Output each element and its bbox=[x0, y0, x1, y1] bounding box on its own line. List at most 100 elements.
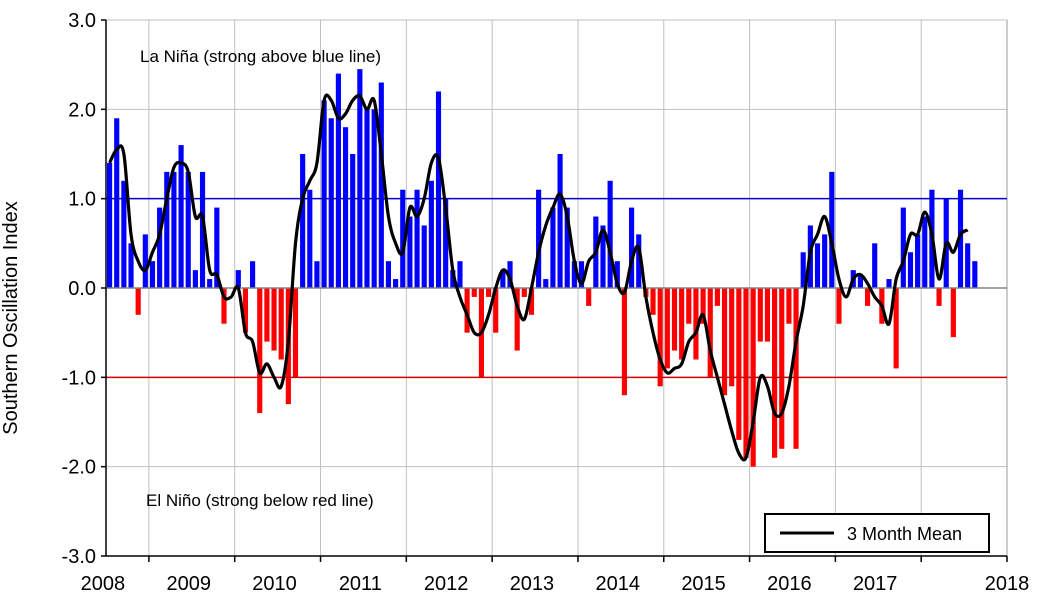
soi-bar bbox=[700, 288, 706, 324]
soi-bar bbox=[528, 288, 535, 315]
soi-bar bbox=[178, 145, 184, 288]
soi-bar bbox=[400, 189, 406, 288]
three-month-mean-line bbox=[108, 93, 969, 462]
legend: 3 Month Mean bbox=[764, 513, 990, 553]
soi-bar bbox=[564, 207, 570, 288]
soi-bar bbox=[521, 288, 527, 297]
x-tick-label: 2011 bbox=[339, 573, 382, 595]
soi-bar bbox=[550, 207, 556, 288]
soi-bar bbox=[278, 288, 284, 360]
x-tick-label: 2018 bbox=[985, 573, 1030, 595]
soi-bar bbox=[664, 288, 670, 369]
soi-bar bbox=[814, 243, 821, 288]
soi-bar bbox=[221, 288, 227, 324]
soi-bar bbox=[149, 261, 156, 288]
soi-bar bbox=[314, 261, 320, 288]
soi-bar bbox=[199, 171, 206, 288]
soi-bar bbox=[657, 288, 663, 387]
soi-bar bbox=[793, 288, 799, 449]
soi-bar bbox=[800, 252, 806, 288]
soi-bar bbox=[292, 288, 299, 378]
soi-bar bbox=[207, 279, 213, 288]
soi-bar bbox=[543, 279, 549, 288]
soi-bar bbox=[786, 288, 792, 324]
soi-bar bbox=[342, 127, 349, 288]
x-tick-label: 2015 bbox=[681, 573, 726, 595]
y-tick-label: 2.0 bbox=[68, 99, 96, 121]
soi-bar bbox=[121, 180, 127, 288]
soi-bar bbox=[428, 180, 434, 288]
soi-bar bbox=[250, 261, 256, 288]
x-tick-label: 2009 bbox=[166, 573, 211, 595]
axis-layer: 3.0 2.0 1.0 0.0 -1.0 -2.0 -3.0 2008 2009 2010 2011… bbox=[62, 10, 1030, 595]
soi-bar bbox=[493, 288, 499, 333]
soi-bar bbox=[171, 171, 177, 288]
soi-bar bbox=[857, 274, 863, 288]
soi-bar bbox=[957, 189, 964, 288]
soi-bar bbox=[614, 261, 620, 288]
y-tick-label: 0.0 bbox=[68, 278, 96, 300]
soi-bar bbox=[407, 216, 413, 288]
soi-bar bbox=[378, 82, 384, 288]
soi-bar bbox=[671, 288, 678, 351]
soi-bar bbox=[886, 279, 892, 288]
soi-bar bbox=[164, 171, 170, 288]
soi-bar bbox=[707, 288, 713, 378]
soi-bar bbox=[257, 288, 263, 414]
soi-bar bbox=[836, 288, 842, 324]
soi-bar bbox=[950, 288, 956, 338]
soi-bar bbox=[893, 288, 899, 369]
x-tick-label: 2008 bbox=[81, 573, 126, 595]
soi-bar bbox=[435, 91, 442, 288]
soi-bar bbox=[421, 225, 427, 288]
soi-bar bbox=[578, 261, 585, 288]
soi-bar bbox=[714, 288, 720, 306]
soi-bar bbox=[514, 288, 520, 351]
y-tick-label: 1.0 bbox=[68, 189, 96, 211]
soi-bar bbox=[936, 288, 942, 306]
soi-bar bbox=[764, 288, 771, 342]
soi-bar bbox=[965, 243, 971, 288]
soi-bar bbox=[729, 288, 735, 387]
soi-bar bbox=[128, 243, 134, 288]
soi-bar bbox=[142, 234, 148, 288]
soi-bar bbox=[393, 279, 399, 288]
soi-bar bbox=[872, 243, 878, 288]
soi-bar bbox=[157, 207, 163, 288]
x-tick-label: 2017 bbox=[853, 573, 898, 595]
soi-bar bbox=[385, 261, 392, 288]
soi-bar bbox=[721, 288, 728, 396]
soi-bar bbox=[214, 207, 220, 288]
soi-bar bbox=[471, 288, 477, 297]
soi-bar bbox=[307, 189, 313, 288]
soi-bar bbox=[335, 73, 341, 288]
y-axis-label: Southern Oscillation Index bbox=[0, 201, 22, 434]
soi-bar bbox=[772, 288, 778, 458]
soi-bar bbox=[357, 69, 363, 288]
soi-bar bbox=[135, 288, 141, 315]
line-layer bbox=[108, 93, 969, 462]
soi-bar bbox=[485, 288, 492, 297]
soi-bar bbox=[328, 118, 334, 289]
soi-bar bbox=[636, 234, 642, 288]
soi-bar bbox=[271, 288, 277, 351]
soi-bar bbox=[571, 261, 577, 288]
soi-bar bbox=[464, 288, 470, 333]
soi-bar bbox=[507, 261, 513, 288]
soi-bar bbox=[757, 288, 763, 342]
soi-bar bbox=[686, 288, 692, 324]
soi-bar bbox=[557, 154, 563, 288]
soi-bar bbox=[900, 207, 906, 288]
y-tick-label: -1.0 bbox=[62, 367, 96, 389]
soi-bar bbox=[629, 207, 635, 288]
soi-bar bbox=[264, 288, 270, 342]
soi-bar bbox=[915, 234, 921, 288]
soi-bar bbox=[500, 270, 506, 288]
soi-bar bbox=[922, 216, 928, 288]
soi-bar bbox=[607, 180, 613, 288]
soi-bar bbox=[321, 100, 327, 289]
el-nino-annotation: El Niño (strong below red line) bbox=[146, 491, 374, 510]
soi-bar bbox=[864, 288, 871, 306]
soi-bar bbox=[972, 261, 978, 288]
